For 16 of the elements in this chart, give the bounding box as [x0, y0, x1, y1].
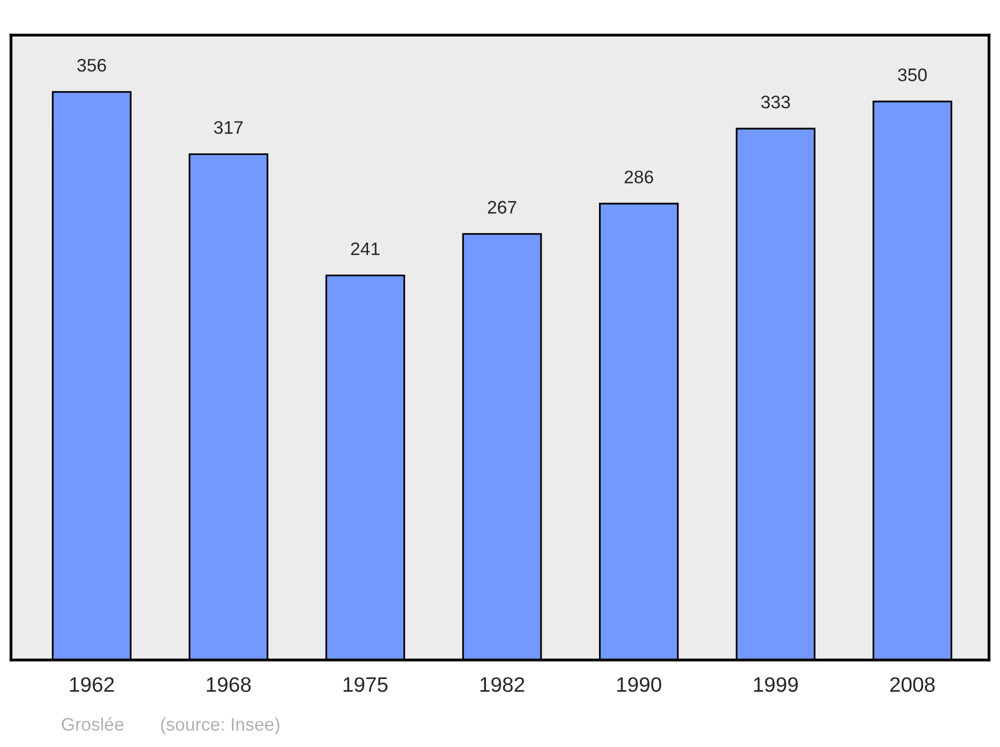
- data-label: 356: [77, 58, 106, 72]
- data-label: 286: [624, 170, 654, 184]
- data-label: 350: [898, 68, 927, 82]
- x-tick-label: 1962: [70, 677, 114, 692]
- data-label: 241: [351, 242, 380, 256]
- x-tick-label: 1982: [480, 677, 524, 692]
- x-tick-label: 1990: [617, 677, 662, 692]
- data-label: 317: [214, 121, 243, 134]
- text: (source: Insee): [161, 717, 280, 734]
- x-tick-label: 1975: [344, 677, 388, 692]
- data-label: 333: [761, 96, 790, 108]
- text: Groslée: [62, 717, 124, 731]
- x-tick-label: 2008: [890, 677, 935, 692]
- x-tick-label: 1999: [754, 677, 798, 692]
- x-tick-label: 1968: [206, 677, 251, 692]
- data-label: 267: [488, 200, 516, 214]
